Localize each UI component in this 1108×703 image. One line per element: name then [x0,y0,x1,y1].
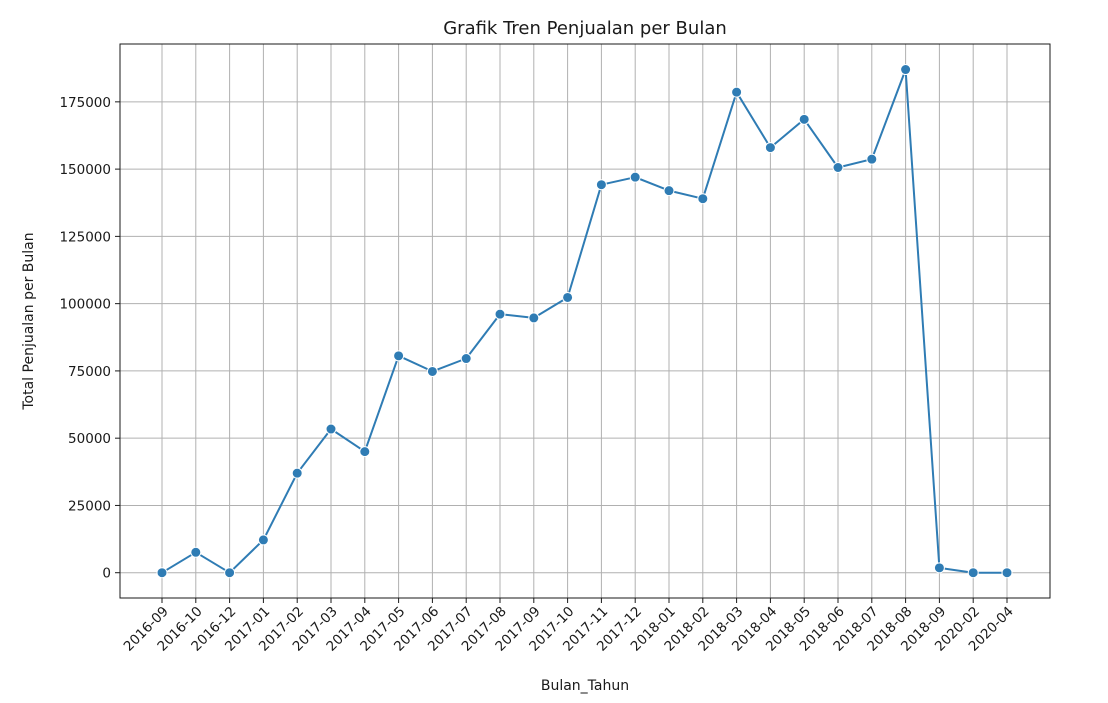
series-group [156,64,1013,579]
data-point [933,562,945,574]
data-point [426,365,438,377]
y-axis-ticks: 0 25000 50000 75000 100000 125000 150000 175000 [59,95,120,582]
x-axis-ticks: 2016-092016-102016-122017-012017-022017-… [121,598,1017,655]
data-point [224,567,236,579]
series-line [161,68,1007,574]
data-point [697,193,709,205]
y-tick-label: 25000 [68,498,111,514]
x-axis-label: Bulan_Tahun [541,678,629,694]
data-point [866,153,878,165]
data-point [359,446,371,458]
data-point [257,534,269,546]
data-point [494,308,506,320]
data-point [663,185,675,197]
data-point [562,291,574,303]
data-point [731,86,743,98]
data-point [967,567,979,579]
y-tick-label: 175000 [59,95,111,111]
data-point [900,64,912,76]
data-point [595,179,607,191]
data-point [291,467,303,479]
data-point [528,312,540,324]
data-point [1001,567,1013,579]
y-axis-label: Total Penjualan per Bulan [21,232,37,410]
y-tick-label: 125000 [59,229,111,245]
data-point [832,161,844,173]
grid [120,44,1050,598]
data-point [629,171,641,183]
y-tick-label: 75000 [68,364,111,380]
data-point [764,142,776,154]
data-point [325,423,337,435]
y-tick-label: 0 [102,566,111,582]
chart-title: Grafik Tren Penjualan per Bulan [443,18,727,39]
plot-frame [119,43,1051,599]
data-point [460,353,472,365]
data-point [156,567,168,579]
y-tick-label: 100000 [59,297,111,313]
y-tick-label: 150000 [59,162,111,178]
data-point [393,350,405,362]
data-point [798,113,810,125]
y-tick-label: 50000 [68,431,111,447]
data-point [190,546,202,558]
